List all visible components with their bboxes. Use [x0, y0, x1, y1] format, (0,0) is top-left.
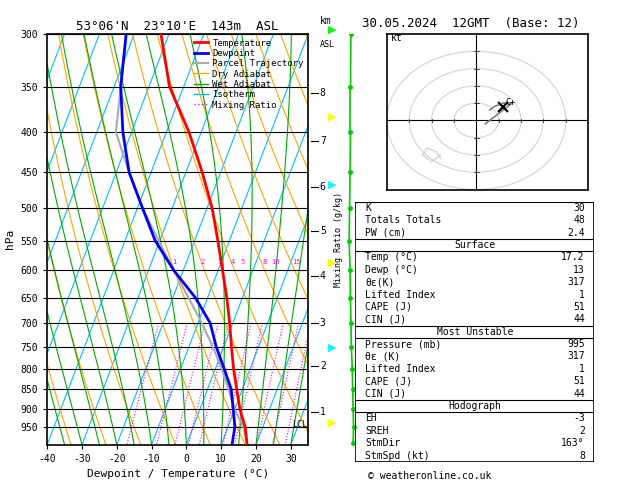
Text: 8: 8 [320, 88, 326, 98]
Text: ▶: ▶ [328, 112, 337, 122]
Text: 1: 1 [320, 407, 326, 417]
Text: 8: 8 [263, 259, 267, 265]
Text: Dewp (°C): Dewp (°C) [365, 265, 418, 275]
Text: CIN (J): CIN (J) [365, 314, 406, 324]
Text: 17.2: 17.2 [561, 252, 585, 262]
Text: 1: 1 [579, 290, 585, 299]
Text: θε (K): θε (K) [365, 351, 400, 362]
Text: PW (cm): PW (cm) [365, 227, 406, 238]
X-axis label: Dewpoint / Temperature (°C): Dewpoint / Temperature (°C) [87, 469, 269, 479]
Text: LCL: LCL [292, 420, 307, 429]
Text: 51: 51 [573, 302, 585, 312]
Text: Totals Totals: Totals Totals [365, 215, 442, 226]
Text: 13: 13 [573, 265, 585, 275]
Text: ▶: ▶ [328, 343, 337, 352]
Text: 48: 48 [573, 215, 585, 226]
Text: Lifted Index: Lifted Index [365, 364, 435, 374]
Text: 1: 1 [579, 364, 585, 374]
Text: kt: kt [391, 33, 403, 43]
Text: StmSpd (kt): StmSpd (kt) [365, 451, 430, 461]
Text: CIN (J): CIN (J) [365, 389, 406, 399]
Text: ▶: ▶ [328, 180, 337, 190]
Text: 4: 4 [230, 259, 235, 265]
Text: 7: 7 [320, 136, 326, 146]
Text: Surface: Surface [454, 240, 496, 250]
Text: Most Unstable: Most Unstable [437, 327, 513, 337]
Text: C+: C+ [505, 98, 515, 107]
Legend: Temperature, Dewpoint, Parcel Trajectory, Dry Adiabat, Wet Adiabat, Isotherm, Mi: Temperature, Dewpoint, Parcel Trajectory… [194, 38, 304, 110]
Text: ▶: ▶ [328, 24, 337, 34]
Text: 8: 8 [579, 451, 585, 461]
Text: 15: 15 [292, 259, 301, 265]
Text: 2: 2 [200, 259, 204, 265]
Text: ▶: ▶ [328, 418, 337, 428]
Text: 2: 2 [320, 362, 326, 371]
Text: 3: 3 [218, 259, 222, 265]
Text: Lifted Index: Lifted Index [365, 290, 435, 299]
Text: 163°: 163° [561, 438, 585, 448]
Text: 44: 44 [573, 389, 585, 399]
Text: StmDir: StmDir [365, 438, 400, 448]
Text: Mixing Ratio (g/kg): Mixing Ratio (g/kg) [334, 192, 343, 287]
Text: 44: 44 [573, 314, 585, 324]
Text: km: km [320, 16, 331, 26]
Text: 2: 2 [579, 426, 585, 436]
Text: 51: 51 [573, 376, 585, 386]
Text: CAPE (J): CAPE (J) [365, 376, 412, 386]
Text: 1: 1 [172, 259, 176, 265]
Text: K: K [365, 203, 371, 213]
Title: 53°06'N  23°10'E  143m  ASL: 53°06'N 23°10'E 143m ASL [77, 20, 279, 33]
Text: Pressure (mb): Pressure (mb) [365, 339, 442, 349]
Text: 30: 30 [573, 203, 585, 213]
Text: Hodograph: Hodograph [448, 401, 501, 411]
Text: 3: 3 [320, 318, 326, 328]
Text: © weatheronline.co.uk: © weatheronline.co.uk [368, 471, 491, 481]
Text: θε(K): θε(K) [365, 277, 394, 287]
Text: 5: 5 [320, 226, 326, 236]
Text: 995: 995 [567, 339, 585, 349]
Y-axis label: hPa: hPa [5, 229, 15, 249]
Text: 317: 317 [567, 277, 585, 287]
Text: -3: -3 [573, 414, 585, 423]
Text: 4: 4 [320, 271, 326, 281]
Text: CAPE (J): CAPE (J) [365, 302, 412, 312]
Text: Temp (°C): Temp (°C) [365, 252, 418, 262]
Text: 30.05.2024  12GMT  (Base: 12): 30.05.2024 12GMT (Base: 12) [362, 17, 579, 30]
Text: 2.4: 2.4 [567, 227, 585, 238]
Text: EH: EH [365, 414, 377, 423]
Text: 6: 6 [320, 182, 326, 192]
Text: ASL: ASL [320, 40, 335, 49]
Text: SREH: SREH [365, 426, 389, 436]
Text: 10: 10 [272, 259, 280, 265]
Text: 5: 5 [240, 259, 245, 265]
Text: ▶: ▶ [328, 258, 337, 267]
Text: 317: 317 [567, 351, 585, 362]
